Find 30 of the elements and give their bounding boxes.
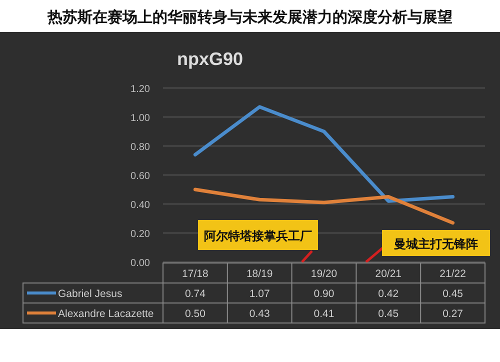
y-tick-label: 0.00 <box>130 258 150 269</box>
x-tick-label: 21/22 <box>440 268 466 280</box>
y-tick-label: 1.20 <box>130 84 150 95</box>
data-label: 1.07 <box>249 288 270 300</box>
data-label: 0.42 <box>378 288 399 300</box>
chart-title: npxG90 <box>176 49 244 69</box>
data-label: 0.50 <box>184 308 206 320</box>
annotation: 曼城主打无锋阵 <box>393 237 478 251</box>
legend-label: Alexandre Lacazette <box>58 308 154 320</box>
x-tick-label: 17/18 <box>182 268 208 280</box>
data-label: 0.43 <box>249 308 270 320</box>
y-tick-label: 0.20 <box>130 229 150 240</box>
chart-subtitle: 热苏斯在赛场上的华丽转身与未来发展潜力的深度分析与展望 <box>46 8 452 26</box>
y-tick-label: 0.80 <box>130 142 150 153</box>
y-tick-label: 1.00 <box>130 113 150 124</box>
line-series <box>193 105 455 203</box>
data-label: 0.74 <box>184 288 206 300</box>
x-tick-label: 19/20 <box>310 268 338 280</box>
data-label: 0.45 <box>378 308 399 320</box>
data-label: 0.41 <box>314 308 334 320</box>
annotation: 阿尔特塔接掌兵工厂 <box>204 229 312 243</box>
y-tick-label: 0.40 <box>130 200 150 211</box>
y-tick-label: 0.60 <box>130 171 150 182</box>
line-series <box>193 188 455 225</box>
data-label: 0.45 <box>442 288 464 300</box>
x-tick-label: 18/19 <box>246 268 273 280</box>
data-label: 0.27 <box>442 308 464 320</box>
data-label: 0.90 <box>314 288 334 300</box>
legend-label: Gabriel Jesus <box>58 288 122 300</box>
x-tick-label: 20/21 <box>375 268 402 280</box>
